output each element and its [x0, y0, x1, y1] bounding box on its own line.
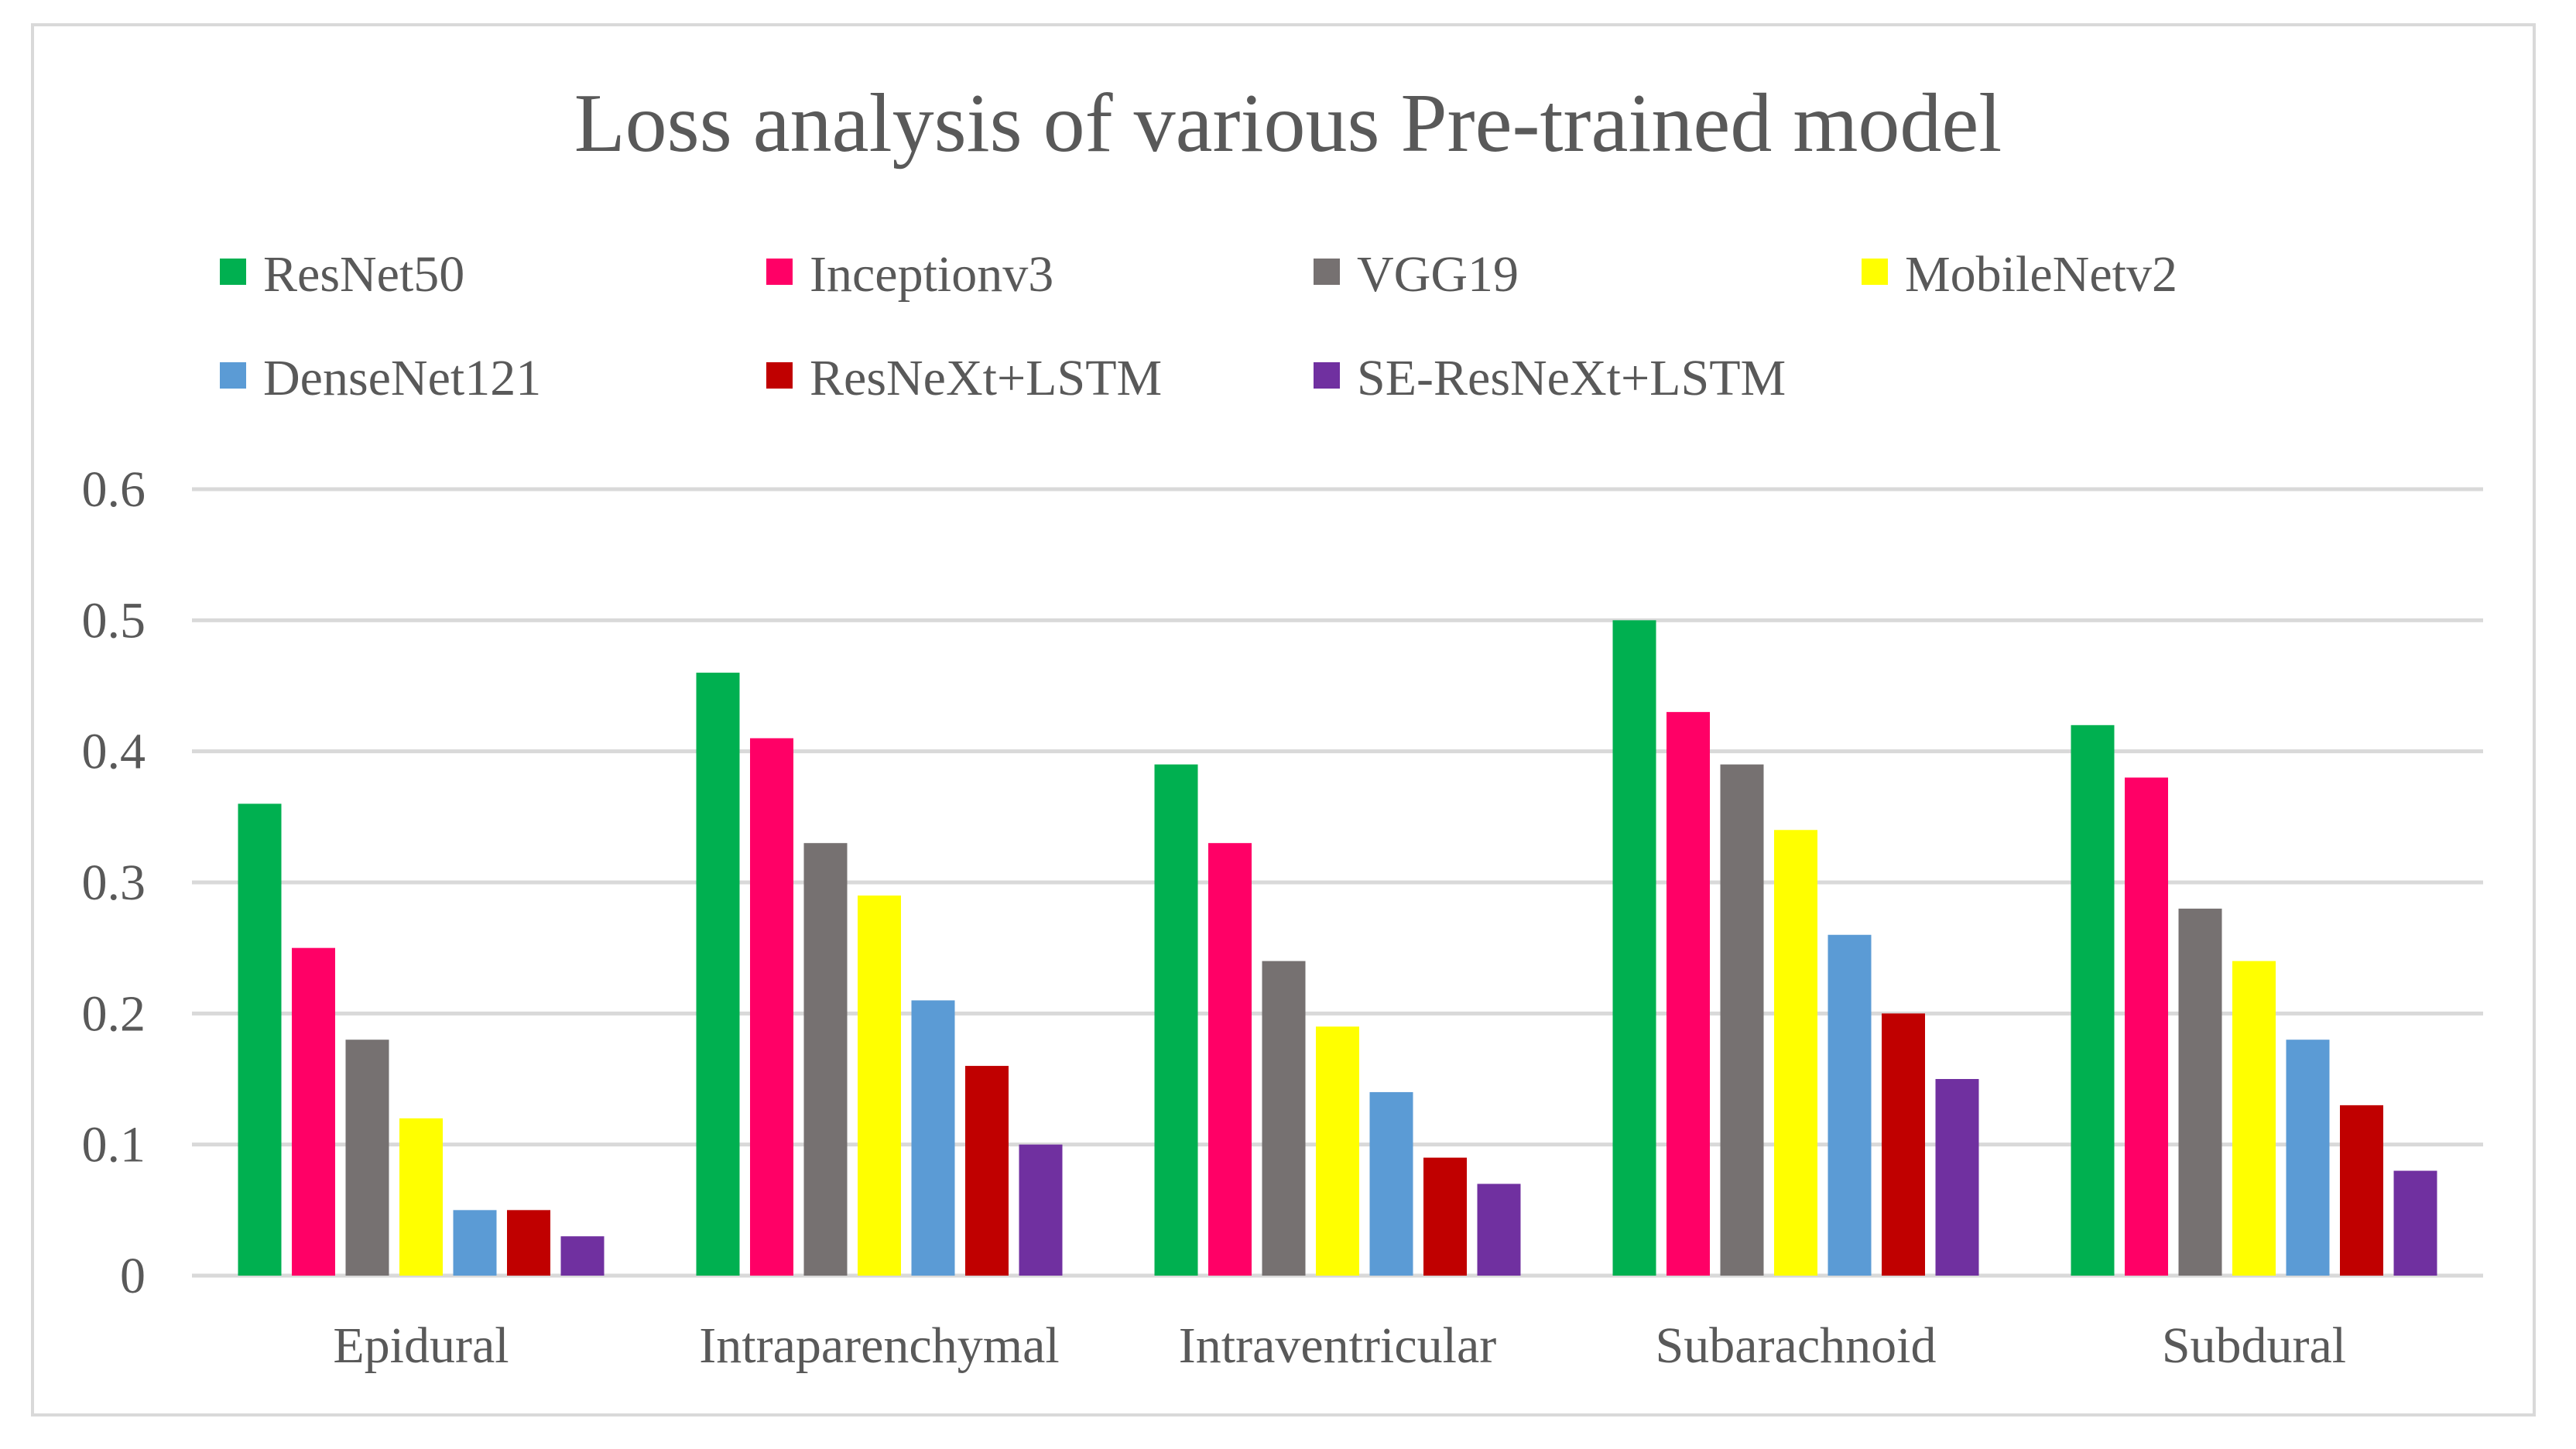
x-category-label: Subdural	[2162, 1317, 2346, 1374]
x-category-label: Intraventricular	[1179, 1317, 1496, 1374]
bar-resnext-lstm-epidural	[507, 1210, 550, 1276]
legend-swatch	[1862, 259, 1888, 285]
bar-resnet50-intraparenchymal	[696, 673, 740, 1276]
bar-se-resnext-lstm-subdural	[2393, 1170, 2437, 1276]
bar-mobilenetv2-subdural	[2232, 961, 2276, 1276]
y-tick-label: 0.4	[82, 724, 146, 780]
legend-swatch	[220, 362, 246, 389]
legend-swatch	[1314, 259, 1340, 285]
legend: ResNet50 Inceptionv3 VGG19 MobileNetv2 Dense…	[220, 246, 2177, 406]
bar-inceptionv3-intraventricular	[1208, 843, 1252, 1276]
legend-label: ResNeXt+LSTM	[810, 350, 1162, 406]
y-tick-label: 0.1	[82, 1117, 146, 1173]
bar-resnet50-epidural	[238, 803, 282, 1276]
legend-label: ResNet50	[263, 246, 464, 303]
bar-mobilenetv2-intraparenchymal	[858, 895, 901, 1276]
bar-densenet121-subarachnoid	[1828, 934, 1872, 1276]
bar-vgg19-subdural	[2178, 908, 2222, 1276]
bar-densenet121-epidural	[453, 1210, 497, 1276]
bar-mobilenetv2-subarachnoid	[1774, 830, 1817, 1276]
legend-label: VGG19	[1357, 246, 1519, 303]
y-tick-label: 0.3	[82, 855, 146, 911]
y-tick-label: 0.5	[82, 592, 146, 649]
bar-resnext-lstm-subdural	[2340, 1105, 2383, 1276]
legend-swatch	[766, 362, 793, 389]
legend-label: MobileNetv2	[1905, 246, 2177, 303]
bar-vgg19-intraventricular	[1262, 961, 1306, 1276]
bar-resnext-lstm-subarachnoid	[1882, 1013, 1925, 1276]
bar-resnext-lstm-intraparenchymal	[965, 1066, 1009, 1276]
bar-se-resnext-lstm-epidural	[560, 1236, 605, 1276]
bar-se-resnext-lstm-intraparenchymal	[1019, 1144, 1063, 1276]
bar-se-resnext-lstm-subarachnoid	[1935, 1079, 1979, 1276]
bar-resnet50-subdural	[2071, 724, 2115, 1276]
x-axis-categories: Epidural Intraparenchymal Intraventricular…	[333, 1317, 2346, 1374]
x-category-label: Subarachnoid	[1656, 1317, 1937, 1374]
bar-densenet121-intraventricular	[1369, 1091, 1413, 1276]
legend-label: DenseNet121	[263, 350, 541, 406]
bar-vgg19-subarachnoid	[1720, 764, 1764, 1276]
legend-label: Inceptionv3	[810, 246, 1053, 303]
bars	[238, 620, 2437, 1276]
bar-densenet121-intraparenchymal	[911, 1000, 955, 1276]
bar-vgg19-epidural	[345, 1040, 389, 1276]
x-category-label: Epidural	[333, 1317, 509, 1374]
y-tick-label: 0	[120, 1248, 146, 1304]
x-category-label: Intraparenchymal	[699, 1317, 1059, 1374]
bar-resnext-lstm-intraventricular	[1423, 1157, 1467, 1276]
legend-swatch	[220, 259, 246, 285]
y-tick-label: 0.2	[82, 985, 146, 1042]
legend-swatch	[766, 259, 793, 285]
chart-title: Loss analysis of various Pre-trained mod…	[574, 77, 2002, 170]
y-axis-ticks: 0 0.1 0.2 0.3 0.4 0.5 0.6	[82, 461, 146, 1304]
bar-vgg19-intraparenchymal	[803, 843, 848, 1276]
y-tick-label: 0.6	[82, 461, 146, 518]
bar-resnet50-subarachnoid	[1612, 620, 1656, 1276]
bar-densenet121-subdural	[2286, 1040, 2330, 1276]
bar-se-resnext-lstm-intraventricular	[1477, 1184, 1521, 1276]
bar-resnet50-intraventricular	[1154, 764, 1198, 1276]
legend-label: SE-ResNeXt+LSTM	[1357, 350, 1786, 406]
bar-inceptionv3-intraparenchymal	[750, 738, 793, 1276]
bar-mobilenetv2-epidural	[399, 1118, 443, 1276]
bar-inceptionv3-subdural	[2125, 777, 2168, 1276]
legend-swatch	[1314, 362, 1340, 389]
bar-mobilenetv2-intraventricular	[1316, 1026, 1359, 1276]
bar-inceptionv3-subarachnoid	[1667, 711, 1710, 1276]
bar-inceptionv3-epidural	[292, 947, 335, 1276]
